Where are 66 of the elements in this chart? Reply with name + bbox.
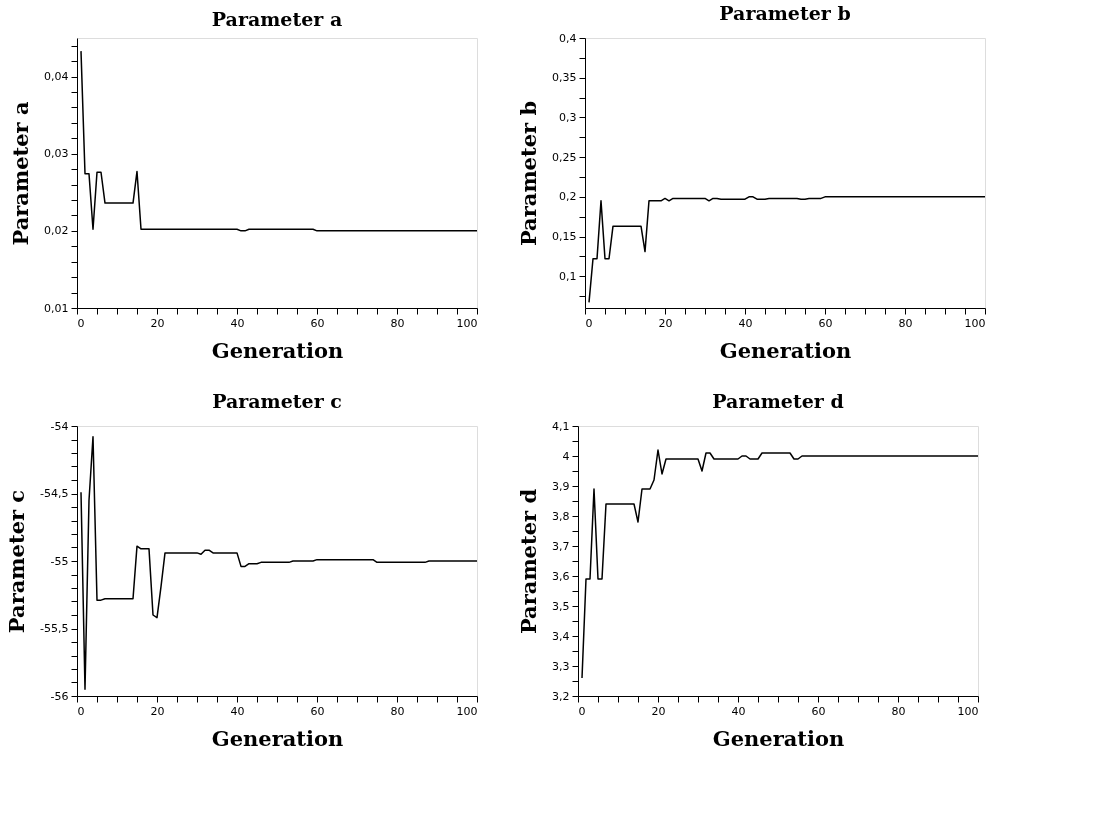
y-tick-label: 3,6 [552, 569, 570, 583]
x-tick-label: 0 [578, 704, 586, 718]
x-tick-label: 80 [891, 704, 906, 718]
x-axis-title: Generation [712, 725, 845, 751]
line-series [588, 196, 985, 304]
y-axis-title: Parameter d [516, 488, 542, 635]
y-tick-label: 0,01 [44, 301, 69, 315]
y-tick-label: 4 [562, 449, 570, 463]
x-axis-title: Generation [211, 725, 344, 751]
x-tick-label: 20 [150, 704, 165, 718]
y-tick-label: 0,04 [44, 70, 69, 84]
y-axis-title: Parameter b [516, 100, 542, 247]
x-tick-label: 60 [818, 316, 833, 330]
y-tick-label: 0,35 [552, 71, 577, 85]
x-tick-label: 100 [456, 704, 478, 718]
y-tick-label: 0,03 [44, 147, 69, 161]
y-tick-label: 0,4 [559, 31, 577, 45]
x-axis-title: Generation [719, 337, 852, 363]
x-tick-label: 80 [390, 704, 405, 718]
x-tick-label: 0 [585, 316, 593, 330]
y-tick-label: 3,5 [552, 599, 570, 613]
x-tick-label: 60 [811, 704, 826, 718]
x-tick-label: 100 [964, 316, 986, 330]
x-tick-label: 0 [77, 704, 85, 718]
y-tick-label: 0,2 [559, 190, 577, 204]
x-tick-label: 40 [230, 704, 245, 718]
y-tick-label: -54,5 [40, 487, 69, 500]
line-series [581, 449, 978, 679]
y-tick-label: 0,15 [552, 230, 577, 244]
x-tick-label: 100 [957, 704, 979, 718]
chart-title: Parameter a [211, 8, 343, 30]
y-tick-label: -56 [50, 689, 69, 703]
y-tick-label: -54 [50, 419, 69, 433]
x-tick-label: 60 [310, 316, 325, 330]
y-tick-label: 3,4 [552, 629, 570, 643]
x-tick-label: 20 [658, 316, 673, 330]
x-tick-label: 80 [898, 316, 913, 330]
y-tick-label: -55 [50, 554, 69, 568]
y-tick-label: 3,3 [552, 659, 570, 673]
chart-title: Parameter b [719, 2, 851, 24]
line-series [80, 436, 477, 690]
chart-title: Parameter d [712, 390, 844, 412]
x-tick-label: 20 [651, 704, 666, 718]
line-series [80, 50, 477, 232]
x-tick-label: 100 [456, 316, 478, 330]
y-tick-label: 0,1 [559, 269, 577, 283]
x-tick-label: 60 [310, 704, 325, 718]
y-tick-label: -55,5 [40, 622, 69, 635]
x-tick-label: 40 [230, 316, 245, 330]
y-axis-title: Parameter a [8, 101, 34, 246]
y-tick-label: 3,9 [552, 479, 570, 493]
x-tick-label: 0 [77, 316, 85, 330]
chart-title: Parameter c [212, 390, 342, 412]
x-tick-label: 40 [731, 704, 746, 718]
y-tick-label: 0,3 [559, 110, 577, 124]
x-tick-label: 20 [150, 316, 165, 330]
y-axis-title: Parameter c [4, 489, 30, 634]
x-tick-label: 40 [738, 316, 753, 330]
y-tick-label: 4,1 [552, 419, 570, 433]
x-tick-label: 80 [390, 316, 405, 330]
y-tick-label: 3,2 [552, 689, 570, 703]
y-tick-label: 0,02 [44, 224, 69, 238]
y-tick-label: 3,8 [552, 509, 570, 523]
y-tick-label: 3,7 [552, 539, 570, 553]
x-axis-title: Generation [211, 337, 344, 363]
y-tick-label: 0,25 [552, 150, 577, 164]
